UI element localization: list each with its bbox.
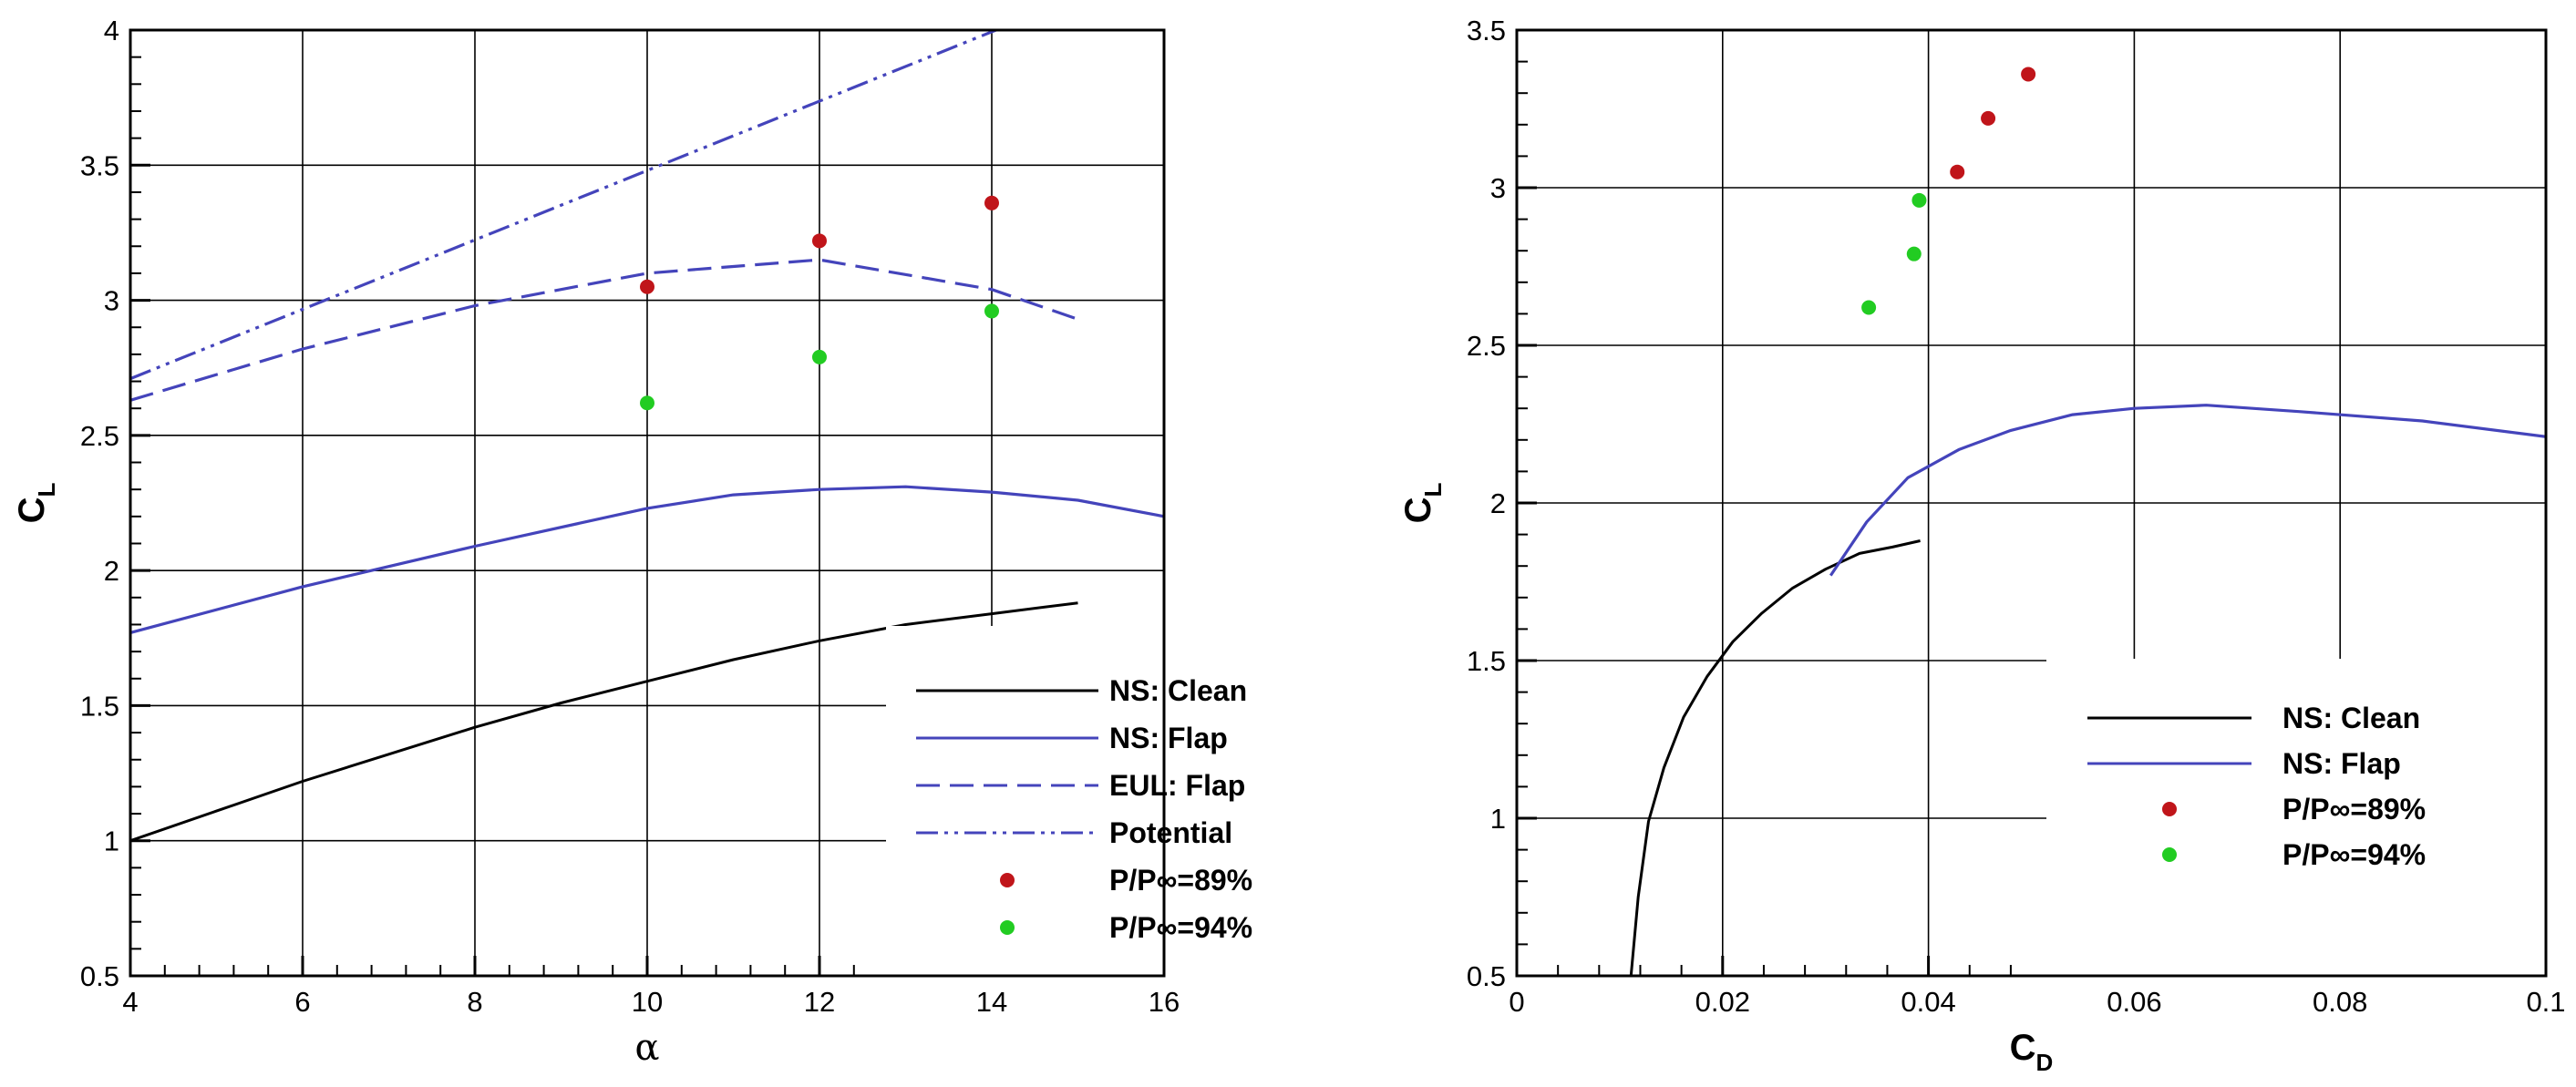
data-point-p-p-94 [984,303,999,319]
chart-lift-vs-alpha: NS: Clean NS: Flap EUL: Flap Potential P/P∞=… [12,15,1252,1069]
chart-lift-vs-drag: NS: Clean NS: Flap P/P∞=89% P/P∞=94% 0 0.02 0.… [1398,15,2566,1076]
y-tick-label: 2 [1490,487,1506,519]
x-tick-label: 8 [467,986,482,1018]
y-tick-label: 3 [1490,172,1506,204]
series-line-eul-flap [130,258,1079,402]
legend-label-ns-clean: NS: Clean [2282,702,2420,734]
y-tick-label: 0.5 [80,960,119,992]
x-tick-label: 0.06 [2107,986,2161,1018]
x-tick-label: 16 [1149,986,1180,1018]
legend-label-p-p-89: P/P∞=89% [1109,864,1252,897]
legend-label-eul-flap: EUL: Flap [1109,769,1245,802]
y-tick-label: 4 [104,15,119,46]
plot-frame [129,28,1166,978]
y-tick-label: 1 [104,826,119,857]
legend-background [886,626,1176,976]
y-tick-label: 3.5 [80,149,119,181]
legend-marker-p-p-94 [1000,920,1015,935]
legend-label-ns-flap: NS: Flap [2282,747,2401,780]
data-point-p-p-89 [640,279,654,294]
series-line-ns-flap [1829,404,2546,577]
series-line-ns-clean [130,601,1078,843]
y-axis-label: CL [1398,483,1447,524]
x-tick-label: 0.02 [1695,986,1750,1018]
data-point-p-p-94 [812,349,827,364]
legend-label-ns-clean: NS: Clean [1109,674,1247,707]
y-tick-label: 1.5 [1467,645,1506,677]
x-axis-label: CD [2010,1028,2054,1076]
data-point-p-p-89 [2021,67,2036,82]
y-tick-label: 3.5 [1467,15,1506,46]
y-tick-label: 1 [1490,803,1506,835]
legend: NS: Clean NS: Flap P/P∞=89% P/P∞=94% [2046,659,2552,976]
legend-label-ns-flap: NS: Flap [1109,722,1228,754]
x-tick-label: 6 [294,986,310,1018]
series-line-potential [130,30,997,381]
legend-label-p-p-94: P/P∞=94% [1109,911,1252,944]
x-axis-label-subscript: D [2036,1049,2054,1076]
y-tick-label: 2.5 [1467,330,1506,362]
data-point-p-p-94 [1861,300,1877,315]
data-point-p-p-89 [1950,164,1965,179]
x-tick-label: 10 [632,986,663,1018]
data-point-p-p-94 [1906,246,1922,261]
y-axis-label-subscript: L [1419,483,1447,497]
data-point-p-p-89 [812,233,827,249]
legend-marker-p-p-94 [2162,847,2177,862]
legend-label-potential: Potential [1109,816,1232,849]
legend-label-p-p-89: P/P∞=89% [2282,793,2426,826]
y-axis-label: CL [12,483,60,524]
x-tick-label: 0.04 [1901,986,1955,1018]
series-line-ns-clean [1629,539,1921,976]
x-tick-label: 0.08 [2313,986,2367,1018]
series-group [130,30,1164,843]
legend: NS: Clean NS: Flap EUL: Flap Potential P/P∞=… [886,626,1252,976]
y-tick-label: 2.5 [80,420,119,452]
y-axis-label-base: C [1398,497,1438,524]
y-tick-label: 0.5 [1467,960,1506,992]
plot-frame [1515,28,2548,978]
y-axis-label-subscript: L [33,483,60,497]
data-point-p-p-94 [640,395,654,411]
data-point-p-p-89 [984,195,999,210]
legend-label-p-p-94: P/P∞=94% [2282,838,2426,871]
legend-marker-p-p-89 [2162,802,2177,816]
x-tick-label: 0 [1509,986,1524,1018]
x-tick-label: 14 [976,986,1007,1018]
x-tick-label: 4 [122,986,138,1018]
x-axis-label-base: C [2010,1028,2036,1068]
data-point-p-p-94 [1911,192,1927,208]
data-point-p-p-89 [1981,110,1996,126]
series-group [1629,67,2546,976]
legend-marker-p-p-89 [1000,873,1015,887]
x-axis-label: α [634,1027,659,1069]
y-tick-label: 1.5 [80,690,119,722]
x-tick-label: 0.1 [2526,986,2565,1018]
y-axis-label-base: C [12,497,52,524]
x-tick-label: 12 [804,986,835,1018]
grid [129,29,1165,977]
y-tick-label: 2 [104,555,119,587]
series-line-ns-flap [130,485,1164,634]
y-tick-label: 3 [104,285,119,317]
legend-background [2046,659,2552,976]
